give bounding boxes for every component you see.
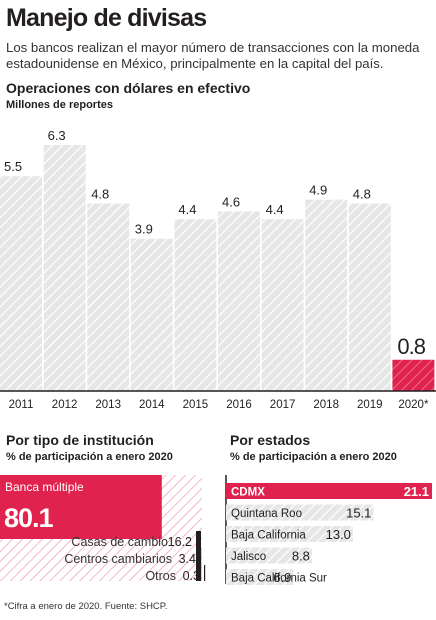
segment-1 xyxy=(196,531,201,581)
bar-label: Quintana Roo xyxy=(231,508,302,520)
bar-2017 xyxy=(261,219,304,391)
x-tick-label: 2016 xyxy=(226,399,252,411)
institution-chart-title: Por tipo de institución xyxy=(6,432,154,448)
bar-label: Banca múltiple xyxy=(5,480,84,494)
bar-2015 xyxy=(174,219,217,391)
x-tick-label: 2014 xyxy=(139,399,165,411)
bar-2020 xyxy=(392,359,435,391)
bar-banca-multiple xyxy=(0,475,162,539)
segment-label: Otros xyxy=(145,569,176,583)
x-tick-label: 2011 xyxy=(9,399,34,411)
x-tick-label: 2019 xyxy=(357,399,383,411)
segment-2 xyxy=(200,548,202,581)
bar-label: Baja California Sur xyxy=(231,573,327,585)
bar-2019 xyxy=(348,203,391,391)
segment-label: Casas de cambio xyxy=(71,535,168,549)
segment-3 xyxy=(204,565,206,581)
x-tick-label: 2020* xyxy=(398,399,429,411)
bar-quintana-roo xyxy=(226,504,374,521)
bar-label: CDMX xyxy=(231,487,265,499)
bar-2012 xyxy=(43,145,86,391)
bar-value-label: 6.9 xyxy=(273,570,291,585)
bar-baja-california-sur xyxy=(226,569,294,585)
bar-label: Jalisco xyxy=(231,551,266,563)
bar-value-label: 80.1 xyxy=(4,503,54,533)
states-chart-subtitle: % de participación a enero 2020 xyxy=(230,451,397,463)
bar-value-label: 4.8 xyxy=(353,187,371,202)
institution-and-states-charts: Banca múltiple 80.1 Casas de cambio 16.2 Cen… xyxy=(0,475,432,585)
bar-value-label: 3.9 xyxy=(135,222,153,237)
segment-value-label: 3.4 xyxy=(179,552,196,566)
bar-2014 xyxy=(130,238,173,391)
bar-value-label: 4.4 xyxy=(266,202,284,217)
segment-value-label: 16.2 xyxy=(168,535,192,549)
x-tick-label: 2017 xyxy=(270,399,296,411)
bar-2011 xyxy=(0,176,42,391)
yearly-chart-title: Operaciones con dólares en efectivo xyxy=(6,80,251,96)
bar-value-label: 0.8 xyxy=(397,334,425,359)
segment-value-label: 0.3 xyxy=(183,569,200,583)
x-tick-label: 2012 xyxy=(52,399,78,411)
bar-2013 xyxy=(87,203,130,391)
segment-label: Centros cambiarios xyxy=(64,552,172,566)
bar-cdmx xyxy=(226,483,432,499)
x-tick-label: 2013 xyxy=(95,399,121,411)
x-tick-label: 2018 xyxy=(313,399,339,411)
bar-value-label: 4.6 xyxy=(222,194,240,209)
bar-2016 xyxy=(218,211,260,391)
bar-value-label: 5.5 xyxy=(4,159,22,174)
bar-baja-california xyxy=(226,526,353,542)
bar-value-label: 13.0 xyxy=(326,527,351,542)
bar-value-label: 4.8 xyxy=(91,187,109,202)
states-chart-title: Por estados xyxy=(230,432,311,448)
page-title: Manejo de divisas xyxy=(6,4,207,32)
page-subtitle: Los bancos realizan el mayor número de t… xyxy=(6,40,420,71)
yearly-chart-subtitle: Millones de reportes xyxy=(6,99,113,111)
footnote: *Cifra a enero de 2020. Fuente: SHCP. xyxy=(4,601,168,612)
bar-label: Baja California xyxy=(231,530,306,542)
yearly-bar-chart: 5.5 2011 6.3 2012 4.8 2013 3.9 2014 4.4 2015 4.6 20… xyxy=(0,128,436,411)
bar-value-label: 15.1 xyxy=(346,506,371,521)
institution-chart-subtitle: % de participación a enero 2020 xyxy=(6,451,173,463)
bar-value-label: 4.9 xyxy=(309,183,327,198)
bar-jalisco xyxy=(226,547,312,564)
bar-2018 xyxy=(305,199,348,391)
bar-value-label: 21.1 xyxy=(404,484,429,499)
x-tick-label: 2015 xyxy=(183,399,209,411)
bar-value-label: 4.4 xyxy=(178,202,196,217)
bar-value-label: 6.3 xyxy=(48,128,66,143)
bar-value-label: 8.8 xyxy=(292,549,310,564)
